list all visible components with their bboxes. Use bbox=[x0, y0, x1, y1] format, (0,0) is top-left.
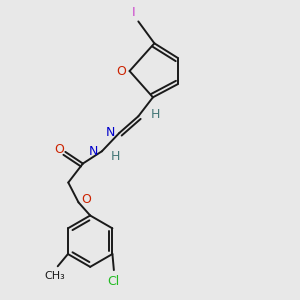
Text: O: O bbox=[54, 143, 64, 156]
Text: N: N bbox=[106, 125, 115, 139]
Text: N: N bbox=[89, 146, 98, 158]
Text: Cl: Cl bbox=[108, 275, 120, 288]
Text: O: O bbox=[116, 64, 126, 77]
Text: H: H bbox=[110, 150, 120, 163]
Text: O: O bbox=[82, 193, 92, 206]
Text: I: I bbox=[132, 5, 136, 19]
Text: H: H bbox=[151, 108, 160, 121]
Text: CH₃: CH₃ bbox=[44, 271, 65, 281]
